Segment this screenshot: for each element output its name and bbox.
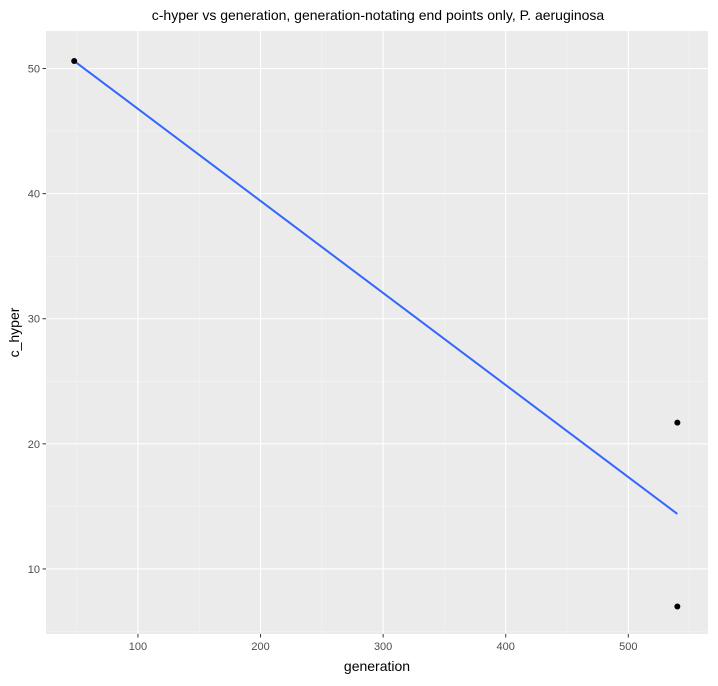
minor-gridlines <box>46 31 708 634</box>
x-tick-label: 200 <box>251 641 269 653</box>
x-tick-label: 400 <box>497 641 515 653</box>
plot-panel <box>46 31 708 634</box>
x-tick-label: 500 <box>619 641 637 653</box>
x-tick-label: 100 <box>129 641 147 653</box>
data-points-layer <box>71 58 681 610</box>
data-point <box>674 603 681 610</box>
y-tick-label: 30 <box>28 314 40 326</box>
y-tick-label: 10 <box>28 564 40 576</box>
y-axis-title: c_hyper <box>6 307 22 357</box>
trend-line-layer <box>73 60 678 515</box>
x-tick-label: 300 <box>374 641 392 653</box>
trend-line <box>73 60 678 515</box>
y-tick-label: 50 <box>28 64 40 76</box>
y-tick-label: 40 <box>28 189 40 201</box>
x-axis-title: generation <box>344 658 410 674</box>
chart-title: c-hyper vs generation, generation-notati… <box>152 7 605 23</box>
data-point <box>71 58 78 65</box>
data-point <box>674 419 681 426</box>
y-tick-label: 20 <box>28 439 40 451</box>
x-axis: 100 200 300 400 500 <box>129 634 637 653</box>
major-gridlines <box>46 31 708 634</box>
y-axis: 10 20 30 40 50 <box>28 64 46 576</box>
